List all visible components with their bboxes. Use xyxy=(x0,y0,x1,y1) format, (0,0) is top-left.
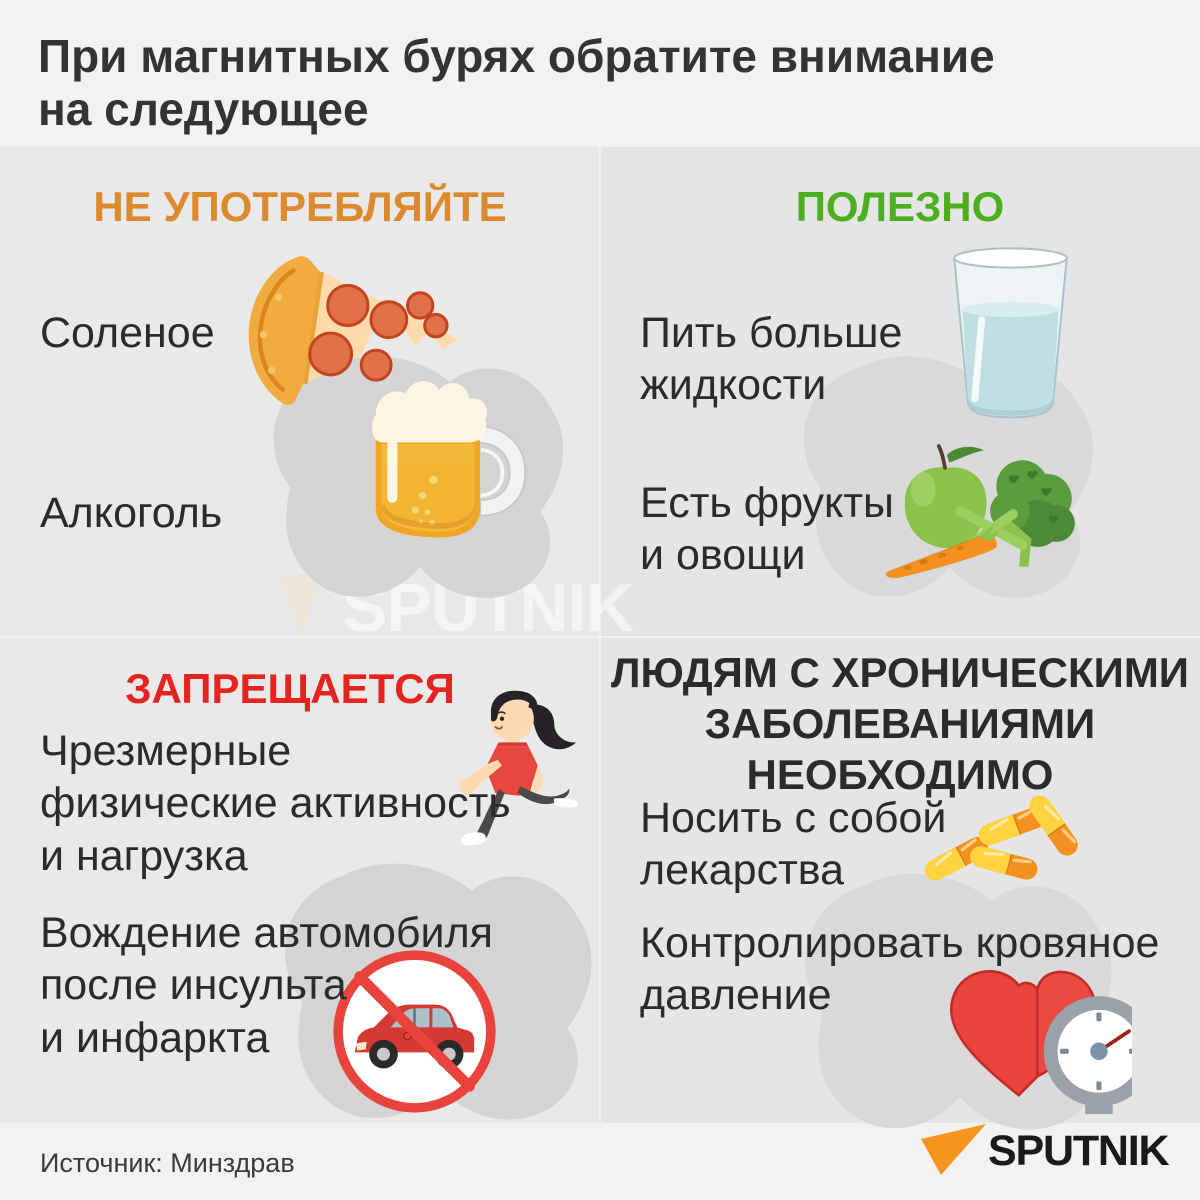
svg-text:SPUTNIK: SPUTNIK xyxy=(988,1127,1169,1175)
